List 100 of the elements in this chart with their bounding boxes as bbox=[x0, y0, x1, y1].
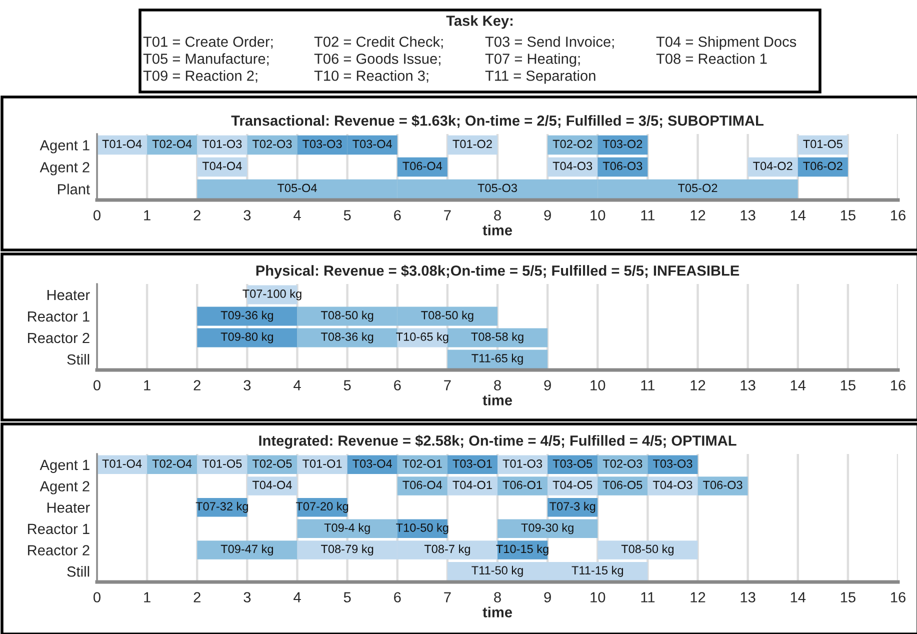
data-label: T04-O4 bbox=[252, 480, 292, 490]
data-label: T01-O3 bbox=[502, 459, 542, 468]
x-tick-label: 6 bbox=[394, 592, 401, 602]
x-tick-label: 8 bbox=[494, 592, 501, 602]
x-tick-label: 13 bbox=[740, 210, 756, 220]
data-label: T01-O4 bbox=[102, 459, 142, 468]
data-label: T08-7 kg bbox=[424, 544, 470, 556]
data-label: T02-O4 bbox=[152, 140, 192, 148]
data-label: T03-O3 bbox=[302, 140, 342, 148]
data-label: T09-30 kg bbox=[521, 523, 574, 534]
x-tick-label: 4 bbox=[294, 210, 301, 220]
x-tick-label: 3 bbox=[244, 210, 251, 220]
x-tick-label: 4 bbox=[294, 592, 301, 602]
bar bbox=[297, 455, 348, 474]
data-label: T04-O1 bbox=[452, 480, 492, 490]
y-tick-label: Agent 2 bbox=[40, 162, 90, 176]
x-tick-label: 14 bbox=[790, 380, 806, 390]
data-label: T01-O1 bbox=[302, 459, 342, 468]
bar bbox=[447, 476, 498, 496]
x-tick-label: 12 bbox=[690, 210, 706, 220]
data-label: T06-O4 bbox=[402, 480, 442, 490]
x-tick-label: 3 bbox=[244, 592, 251, 602]
x-tick-label: 12 bbox=[690, 380, 706, 390]
data-label: T04-O3 bbox=[552, 162, 592, 170]
x-tick-label: 8 bbox=[494, 380, 501, 390]
x-tick-label: 9 bbox=[544, 592, 551, 602]
text: T04 = Shipment Docs bbox=[656, 36, 796, 50]
text: T10 = Reaction 3; bbox=[314, 70, 428, 83]
chart-title: Transactional: Revenue = $1.63k; On-time = 2/5; Fulfilled = 3/5; SUBOPTIMAL bbox=[231, 114, 764, 128]
data-label: T11-15 kg bbox=[572, 566, 624, 577]
data-label: T08-50 kg bbox=[321, 310, 374, 322]
data-label: T02-O5 bbox=[252, 459, 292, 468]
x-tick-label: 13 bbox=[740, 592, 756, 602]
data-label: T04-O4 bbox=[202, 162, 242, 170]
text: T11 = Separation bbox=[485, 70, 596, 84]
data-label: T06-O2 bbox=[803, 162, 842, 170]
data-label: T08-50 kg bbox=[421, 310, 474, 322]
y-tick-label: Agent 1 bbox=[40, 460, 90, 473]
data-label: T01-O4 bbox=[102, 140, 142, 148]
data-label: T03-O4 bbox=[352, 140, 392, 148]
data-label: T09-4 kg bbox=[324, 523, 370, 534]
text: T01 = Create Order; bbox=[143, 36, 273, 49]
data-label: T07-100 kg bbox=[242, 289, 302, 300]
x-tick-label: 15 bbox=[840, 380, 856, 390]
data-label: T03-O4 bbox=[352, 459, 392, 468]
bar bbox=[498, 476, 548, 496]
data-label: T06-O5 bbox=[602, 480, 642, 490]
data-label: T04-O3 bbox=[652, 480, 692, 490]
x-tick-label: 15 bbox=[840, 210, 856, 220]
x-tick-label: 11 bbox=[641, 210, 655, 220]
data-label: T08-58 kg bbox=[471, 332, 524, 344]
bar bbox=[548, 476, 598, 496]
x-tick-label: 6 bbox=[394, 380, 401, 390]
data-label: T10-65 kg bbox=[396, 332, 448, 344]
data-label: T01-O2 bbox=[452, 140, 492, 148]
x-tick-label: 1 bbox=[144, 592, 150, 602]
x-tick-label: 2 bbox=[194, 592, 200, 602]
data-label: T01-O5 bbox=[202, 459, 242, 468]
text: T02 = Credit Check; bbox=[314, 36, 443, 49]
x-tick-label: 1 bbox=[144, 380, 150, 390]
bar bbox=[197, 306, 298, 326]
x-tick-label: 2 bbox=[194, 380, 200, 390]
y-tick-label: Still bbox=[67, 354, 90, 365]
data-label: T11-65 kg bbox=[472, 354, 523, 365]
data-label: T03-O2 bbox=[602, 140, 642, 148]
data-label: T11-50 kg bbox=[472, 566, 523, 577]
x-tick-label: 8 bbox=[494, 210, 501, 220]
text: T08 = Reaction 1 bbox=[656, 53, 767, 64]
x-tick-label: 7 bbox=[444, 380, 451, 390]
data-label: T02-O3 bbox=[602, 459, 642, 468]
data-label: T06-O3 bbox=[703, 480, 742, 490]
data-label: T06-O4 bbox=[402, 162, 442, 170]
x-tick-label: 5 bbox=[344, 210, 351, 220]
x-tick-label: 9 bbox=[544, 380, 551, 390]
x-tick-label: 7 bbox=[444, 210, 451, 220]
chart-title: Physical: Revenue = $3.08k;On-time = 5/5; Fulfilled = 5/5; INFEASIBLE bbox=[256, 264, 740, 279]
x-tick-label: 5 bbox=[344, 380, 351, 390]
data-label: T04-O2 bbox=[753, 162, 792, 170]
x-tick-label: 0 bbox=[94, 380, 100, 390]
y-tick-label: Still bbox=[67, 566, 90, 577]
data-label: T05-O3 bbox=[478, 184, 517, 192]
x-tick-label: 14 bbox=[790, 210, 806, 220]
data-label: T08-79 kg bbox=[321, 544, 374, 556]
y-tick-label: Plant bbox=[58, 184, 90, 194]
data-label: T08-36 kg bbox=[321, 332, 374, 344]
y-tick-label: Reactor 2 bbox=[28, 545, 90, 556]
x-tick-label: 10 bbox=[590, 592, 606, 602]
x-tick-label: 12 bbox=[690, 592, 706, 602]
x-tick-label: 1 bbox=[144, 210, 150, 220]
bar bbox=[247, 455, 298, 474]
data-label: T01-O5 bbox=[803, 140, 842, 148]
data-label: T02-O4 bbox=[152, 459, 192, 468]
data-label: T09-80 kg bbox=[220, 332, 274, 344]
data-label: T02-O2 bbox=[552, 140, 592, 148]
y-tick-label: Agent 1 bbox=[40, 140, 90, 154]
data-label: T03-O5 bbox=[552, 459, 592, 468]
x-tick-label: 11 bbox=[641, 380, 655, 390]
data-label: T01-O3 bbox=[202, 140, 242, 148]
data-label: T05-O2 bbox=[678, 184, 718, 192]
bar bbox=[598, 540, 698, 560]
